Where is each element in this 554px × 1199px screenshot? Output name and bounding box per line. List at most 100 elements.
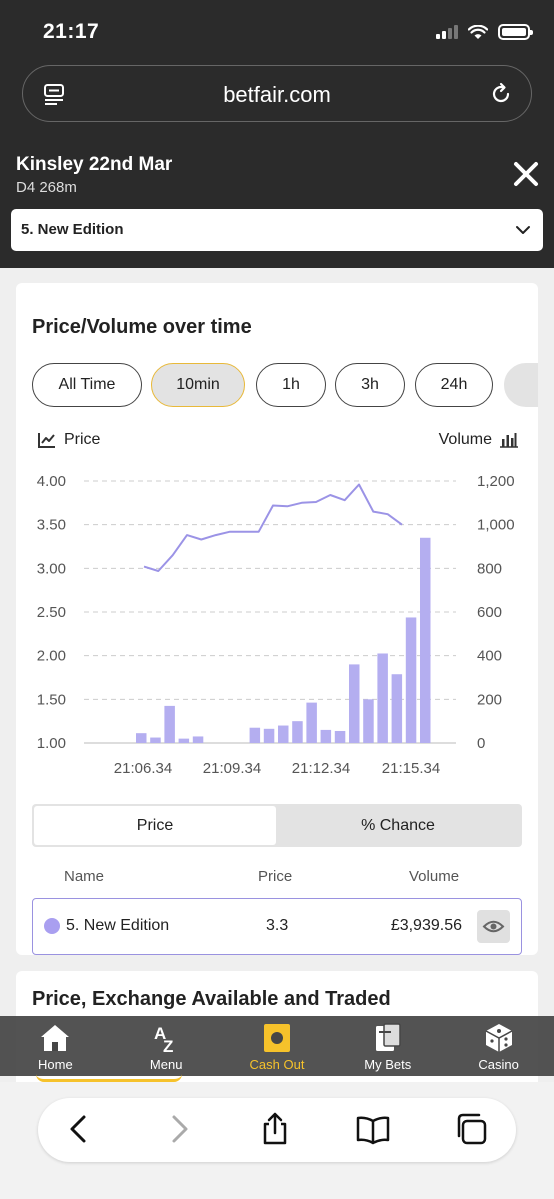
- volume-bar: [249, 727, 261, 743]
- domain-label: betfair.com: [223, 82, 331, 107]
- share-icon[interactable]: [258, 1112, 292, 1146]
- nav-cash-out[interactable]: Cash Out: [222, 1016, 333, 1076]
- nav-menu[interactable]: A Z Menu: [111, 1016, 222, 1076]
- y-right-tick-label: 600: [477, 604, 502, 621]
- y-left-tick-label: 3.50: [37, 517, 66, 534]
- volume-bar: [150, 737, 161, 743]
- chevron-down-icon: [516, 226, 530, 234]
- volume-bar: [164, 705, 175, 743]
- y-left-tick-label: 2.00: [37, 648, 66, 665]
- bottom-nav: Home A Z Menu Cash Out My Bets: [0, 1016, 554, 1076]
- tab-24h[interactable]: 24h: [415, 363, 493, 407]
- wifi-icon: [468, 24, 488, 39]
- bookmarks-icon[interactable]: [356, 1112, 390, 1146]
- tab-10min[interactable]: 10min: [151, 363, 245, 407]
- home-icon: [41, 1025, 70, 1051]
- x-tick-label: 21:12.34: [292, 760, 350, 777]
- page-menu-icon[interactable]: [43, 83, 65, 105]
- toggle-price[interactable]: Price: [34, 806, 276, 845]
- card-title: Price/Volume over time: [32, 316, 252, 338]
- col-volume: Volume: [409, 868, 460, 885]
- event-subtitle: D4 268m: [16, 179, 77, 196]
- volume-bar: [334, 730, 346, 743]
- tab-3h[interactable]: 3h: [335, 363, 405, 407]
- col-price: Price: [258, 868, 293, 885]
- tabs-icon[interactable]: [454, 1112, 488, 1146]
- address-bar[interactable]: betfair.com: [22, 65, 532, 122]
- bar-chart-icon: [500, 433, 518, 448]
- runner-dropdown-value: 5. New Edition: [21, 221, 124, 238]
- volume-bar: [405, 617, 417, 743]
- status-bar: 21:17: [0, 0, 554, 62]
- table-row[interactable]: 5. New Edition 3.3 £3,939.56: [32, 898, 522, 955]
- cash-out-icon: [263, 1024, 290, 1052]
- event-title: Kinsley 22nd Mar: [16, 154, 173, 175]
- legend-volume: Volume: [439, 431, 518, 449]
- volume-bar: [136, 733, 147, 743]
- volume-bar: [420, 537, 431, 743]
- price-line: [143, 483, 403, 572]
- y-left-tick-label: 1.50: [37, 691, 66, 708]
- time-range-tabs: All Time 10min 1h 3h 24h: [32, 363, 538, 409]
- price-volume-card: Price/Volume over time All Time 10min 1h…: [16, 283, 538, 955]
- eye-icon[interactable]: [477, 910, 510, 943]
- nav-my-bets[interactable]: My Bets: [332, 1016, 443, 1076]
- runner-dropdown[interactable]: 5. New Edition: [11, 209, 543, 251]
- reload-icon[interactable]: [489, 82, 513, 106]
- volume-bar: [192, 736, 204, 743]
- toolbar-pill: [38, 1098, 516, 1162]
- status-icons: [436, 24, 533, 40]
- tab-1h[interactable]: 1h: [256, 363, 326, 407]
- price-volume-chart: 4.00 1,200 3.50 1,000 3.00 800 2.50 600 2.00 400 1…: [37, 473, 515, 777]
- back-icon[interactable]: [62, 1112, 96, 1146]
- volume-bar: [391, 674, 403, 743]
- tab-all-time[interactable]: All Time: [32, 363, 142, 407]
- legend-price-label: Price: [64, 431, 101, 448]
- y-right-tick-label: 0: [477, 735, 485, 752]
- cellular-signal-icon: [436, 25, 458, 39]
- content-area[interactable]: Price/Volume over time All Time 10min 1h…: [0, 268, 554, 1098]
- y-right-tick-label: 200: [477, 691, 502, 708]
- volume-bar: [263, 728, 275, 743]
- runner-table-header: Name Price Volume: [32, 868, 522, 888]
- volume-bar: [377, 653, 388, 743]
- price-chance-toggle: Price % Chance: [32, 804, 522, 847]
- y-left-tick-label: 2.50: [37, 604, 66, 621]
- line-chart-icon: [38, 433, 55, 448]
- nav-casino[interactable]: Casino: [443, 1016, 554, 1076]
- y-right-tick-label: 800: [477, 560, 502, 577]
- y-right-tick-label: 400: [477, 648, 502, 665]
- forward-icon[interactable]: [162, 1112, 196, 1146]
- nav-casino-label: Casino: [478, 1057, 519, 1072]
- y-left-tick-label: 1.00: [37, 735, 66, 752]
- toggle-percent-chance[interactable]: % Chance: [361, 816, 435, 834]
- runner-name: 5. New Edition: [66, 917, 170, 934]
- volume-bar: [320, 729, 332, 743]
- chart-legend: Price Volume: [38, 431, 518, 453]
- nav-home[interactable]: Home: [0, 1016, 111, 1076]
- x-tick-label: 21:15.34: [382, 760, 440, 777]
- y-left-tick-label: 4.00: [37, 473, 66, 490]
- volume-bar: [363, 699, 374, 743]
- volume-bar: [349, 664, 360, 743]
- nav-cash-out-label: Cash Out: [249, 1057, 305, 1072]
- volume-bar: [306, 702, 317, 743]
- close-icon[interactable]: [512, 160, 540, 188]
- browser-toolbar: [0, 1082, 554, 1199]
- legend-volume-label: Volume: [438, 431, 492, 448]
- col-name: Name: [64, 868, 105, 885]
- runner-volume: £3,939.56: [390, 917, 462, 934]
- tab-overflow[interactable]: [504, 363, 538, 407]
- runner-price: 3.3: [266, 917, 289, 934]
- y-right-tick-label: 1,200: [477, 473, 515, 490]
- svg-text:Z: Z: [163, 1037, 173, 1053]
- volume-bar: [278, 725, 289, 743]
- svg-text:A: A: [154, 1024, 166, 1043]
- az-icon: A Z: [154, 1024, 173, 1053]
- runner-color-dot: [44, 918, 60, 934]
- dice-icon: [485, 1024, 512, 1052]
- volume-bar: [178, 738, 190, 743]
- volume-bar: [292, 721, 303, 743]
- event-header: Kinsley 22nd Mar D4 268m 5. New Edition: [0, 140, 554, 268]
- legend-price: Price: [38, 431, 100, 449]
